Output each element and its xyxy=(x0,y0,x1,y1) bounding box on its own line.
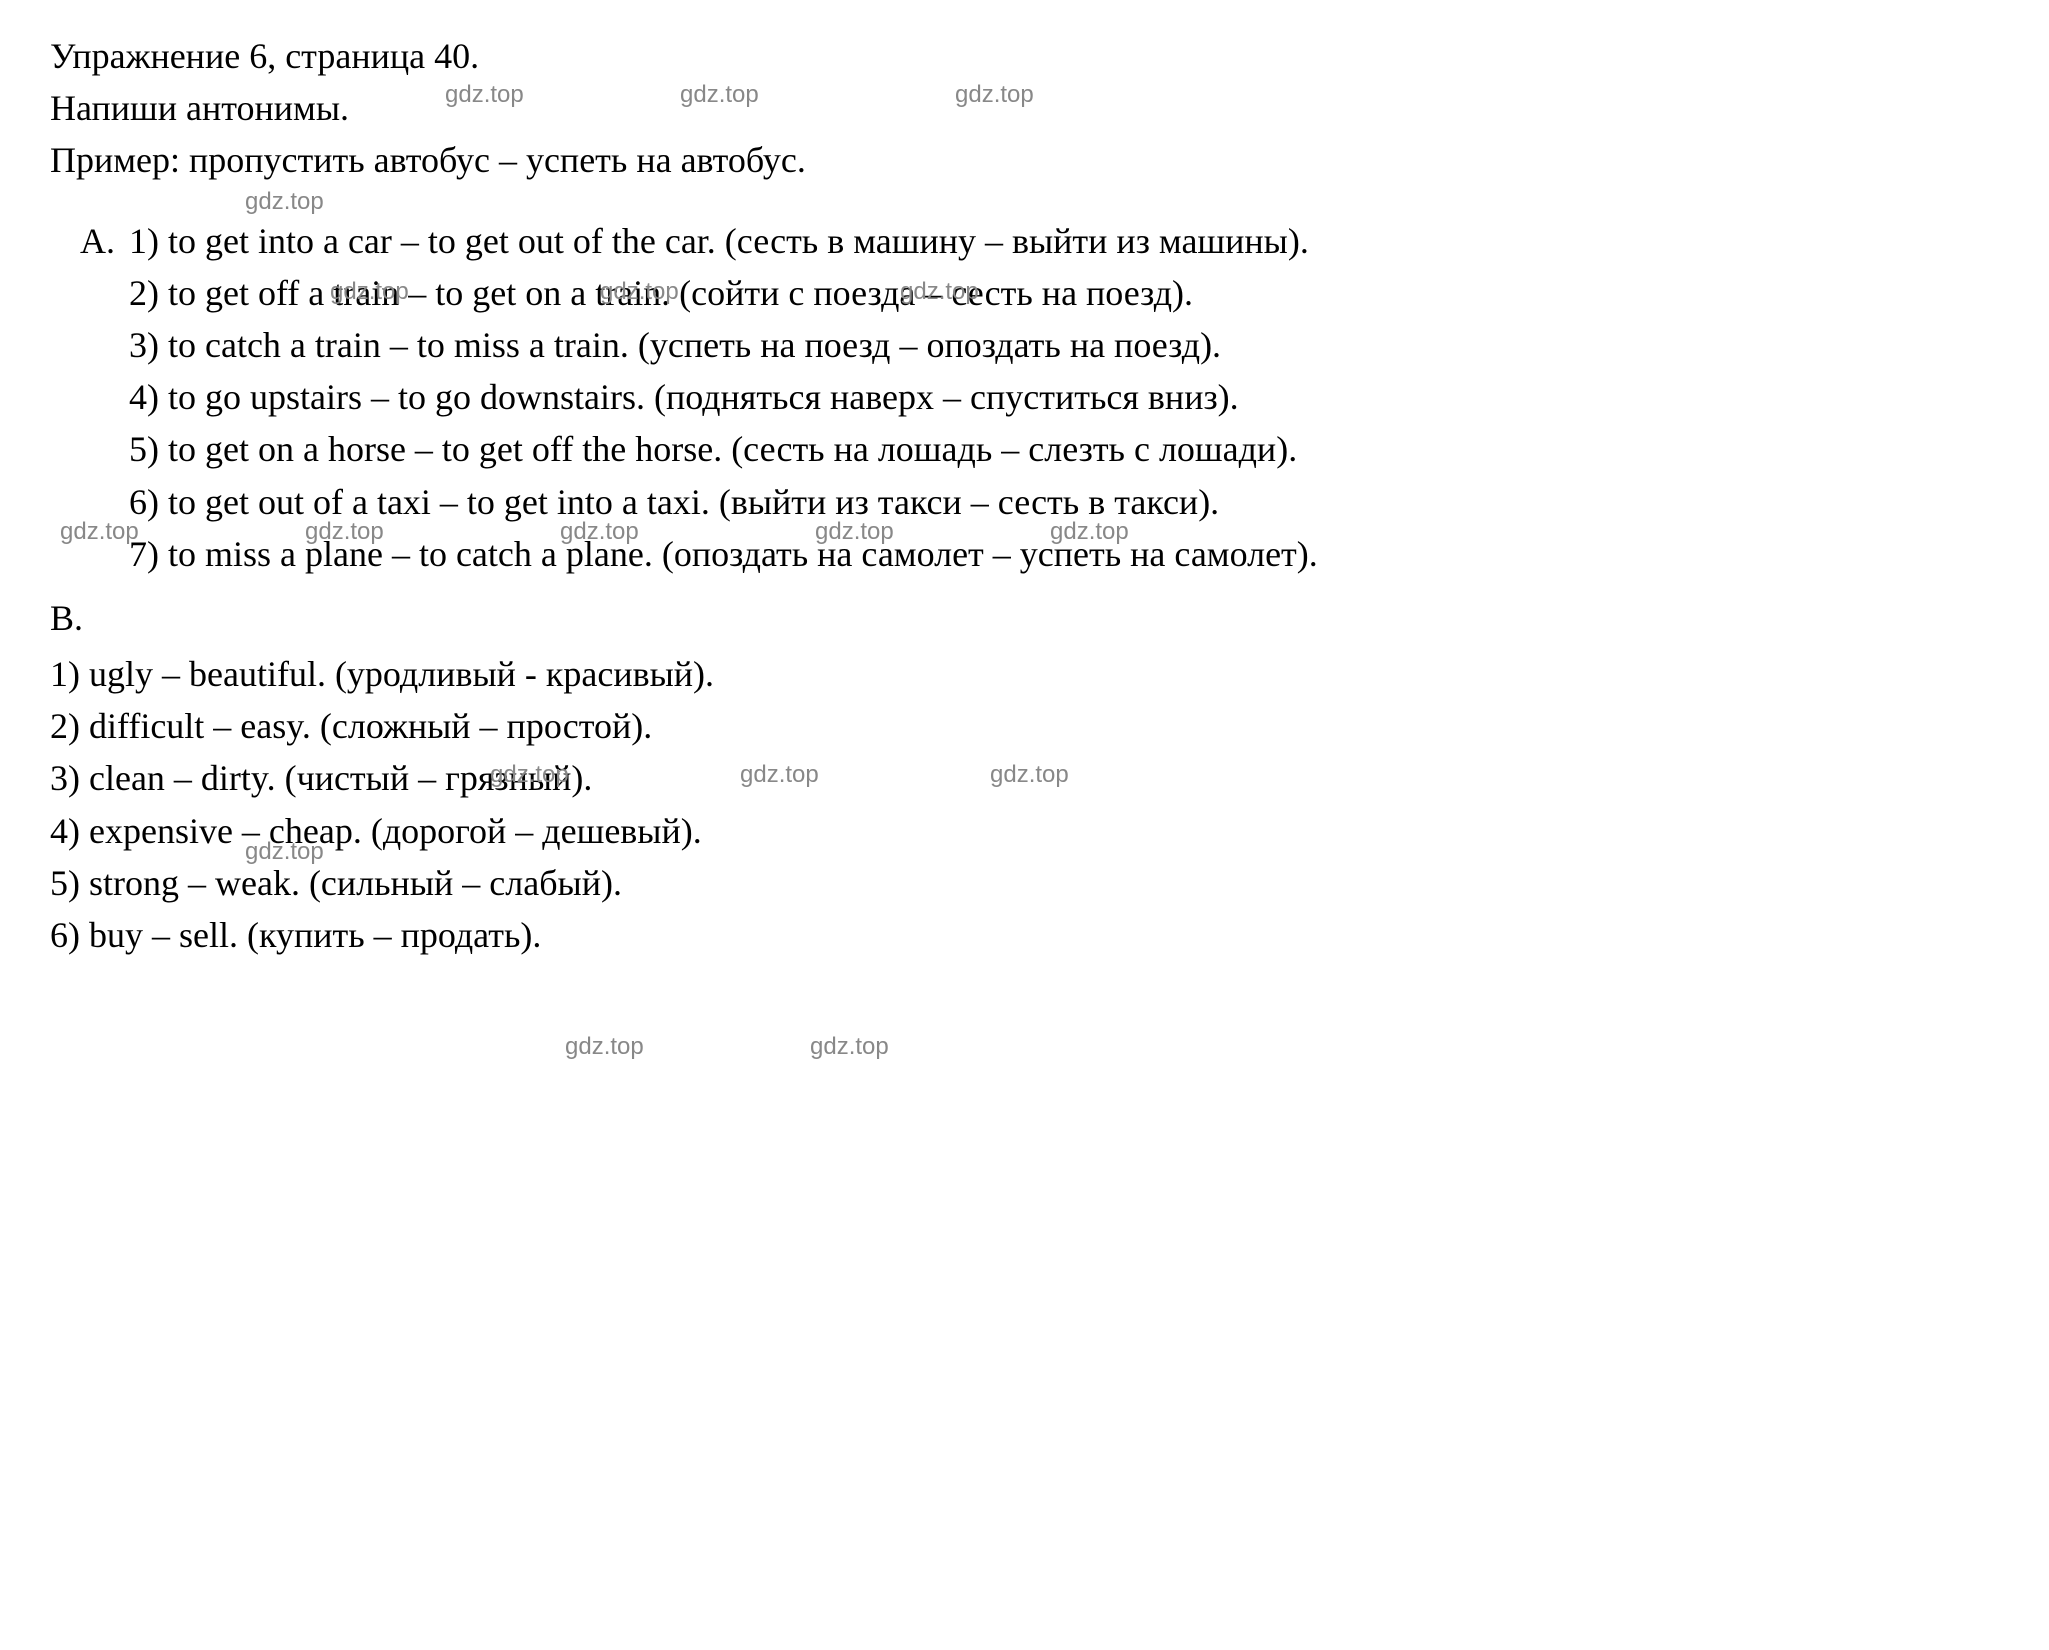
list-item: 7) to miss a plane – to catch a plane. (… xyxy=(129,528,1968,580)
section-a-label: A. xyxy=(80,215,120,267)
exercise-title: Упражнение 6, страница 40. xyxy=(50,30,1999,82)
list-item: 6) buy – sell. (купить – продать). xyxy=(50,909,1999,961)
list-item: 2) to get off a train – to get on a trai… xyxy=(129,267,1968,319)
list-item: 3) to catch a train – to miss a train. (… xyxy=(129,319,1968,371)
section-a: A. 1) to get into a car – to get out of … xyxy=(50,215,1999,580)
list-item: 5) to get on a horse – to get off the ho… xyxy=(129,423,1968,475)
list-item: 2) difficult – easy. (сложный – простой)… xyxy=(50,700,1999,752)
exercise-instruction: Напиши антонимы. xyxy=(50,82,1999,134)
list-item: 5) strong – weak. (сильный – слабый). xyxy=(50,857,1999,909)
list-item: 4) to go upstairs – to go downstairs. (п… xyxy=(129,371,1968,423)
list-item: 4) expensive – cheap. (дорогой – дешевый… xyxy=(50,805,1999,857)
section-b-label: B. xyxy=(50,592,1999,644)
list-item: 1) ugly – beautiful. (уродливый - красив… xyxy=(50,648,1999,700)
watermark-text: gdz.top xyxy=(810,1030,889,1065)
section-b: B. 1) ugly – beautiful. (уродливый - кра… xyxy=(50,592,1999,961)
section-a-items: 1) to get into a car – to get out of the… xyxy=(129,215,1968,580)
list-item: 6) to get out of a taxi – to get into a … xyxy=(129,476,1968,528)
exercise-example: Пример: пропустить автобус – успеть на а… xyxy=(50,134,1999,186)
list-item: 3) clean – dirty. (чистый – грязный). xyxy=(50,752,1999,804)
list-item: 1) to get into a car – to get out of the… xyxy=(129,215,1968,267)
watermark-text: gdz.top xyxy=(565,1030,644,1065)
